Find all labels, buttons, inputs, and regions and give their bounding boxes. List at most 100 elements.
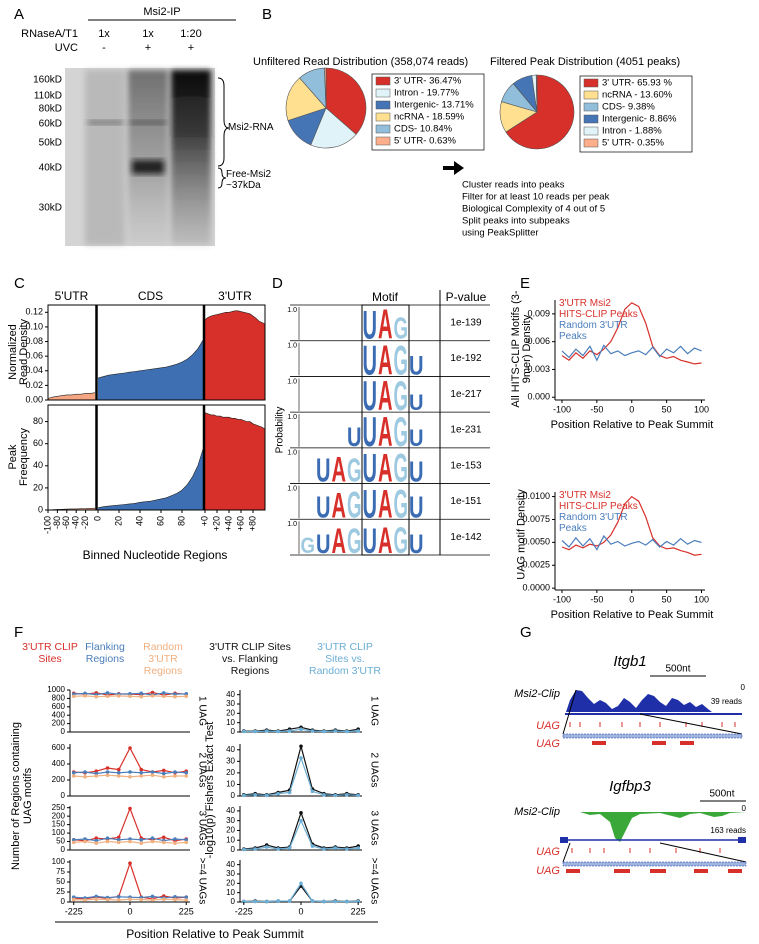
- x-tick-label: -225: [65, 906, 83, 916]
- track-max: 39 reads: [711, 697, 742, 706]
- series-point: [128, 897, 132, 901]
- y-tick-label: 20: [226, 708, 235, 717]
- chart-title: Filtered Peak Distribution (4051 peaks): [490, 56, 680, 68]
- y-tick-label: 0.006: [527, 336, 550, 346]
- series-point: [310, 729, 315, 733]
- lane-label: 1x: [142, 28, 154, 40]
- x-tick-label: -20: [80, 516, 90, 529]
- scale-label: 500nt: [709, 789, 734, 800]
- pie-slice: [285, 77, 327, 121]
- series-point: [287, 729, 292, 733]
- x-axis-label: Position Relative to Peak Summit: [126, 927, 304, 941]
- p-value: 1e-142: [450, 532, 482, 543]
- y-axis-label: UAG motif Density: [515, 489, 528, 580]
- flow-step: Biological Complexity of 4 out of 5: [462, 204, 605, 215]
- motif-letter: G: [394, 482, 409, 526]
- panel-label: E: [520, 275, 530, 292]
- p-value: 1e-139: [450, 317, 482, 328]
- series-point: [139, 771, 144, 775]
- series-point: [150, 836, 155, 840]
- series-point: [116, 840, 121, 845]
- series-point: [105, 766, 110, 770]
- flow-step: Filter for at least 10 reads per peak: [462, 192, 610, 203]
- column-header: Motif: [372, 290, 399, 304]
- y-tick-label: 0: [61, 791, 66, 800]
- y-tick-label: 0.0050: [522, 537, 550, 547]
- y-tick-label: 0.10: [25, 321, 43, 331]
- legend-label: Intergenic- 8.86%: [602, 114, 677, 125]
- motif-letter: G: [394, 372, 409, 419]
- series-point: [105, 694, 110, 699]
- x-tick-label: 40: [134, 516, 144, 526]
- y-tick-label: 0.08: [25, 336, 43, 346]
- y-tick-label: 0.00: [25, 394, 43, 404]
- p-value: 1e-231: [450, 425, 482, 436]
- series-point: [184, 898, 189, 902]
- series-point: [83, 837, 87, 841]
- zoom-line: [639, 713, 743, 735]
- motif-label: UAG: [536, 738, 560, 750]
- y-axis-label: Probability: [275, 407, 286, 454]
- motif-letter: U: [363, 482, 378, 526]
- p-value: 1e-217: [450, 389, 482, 400]
- series-point: [71, 838, 76, 842]
- zoom-line: [562, 842, 571, 863]
- legend-swatch: [375, 100, 391, 110]
- x-tick-label: 100: [694, 594, 709, 604]
- x-tick-label: 0: [629, 404, 634, 414]
- y-tick-label: 20: [33, 482, 43, 492]
- legend-label: 3'UTR CLIP Sites vs. Random 3'UTR: [308, 641, 382, 677]
- y-tick-label: 0: [38, 504, 43, 514]
- series-point: [173, 897, 177, 902]
- x-tick-label: -100: [553, 404, 571, 414]
- legend-swatch: [583, 126, 599, 136]
- plot-frame: [47, 404, 266, 511]
- chart-title: Unfiltered Read Distribution (358,074 re…: [253, 56, 468, 68]
- x-tick-label: 0: [298, 906, 303, 916]
- series-point: [128, 861, 132, 865]
- series-point: [184, 774, 189, 778]
- series-point: [173, 770, 177, 774]
- series-line: [561, 495, 702, 556]
- series-point: [161, 775, 166, 779]
- series-point: [333, 846, 338, 850]
- legend-swatch: [583, 90, 599, 100]
- legend-label: 3'UTR CLIP Sites: [22, 641, 78, 665]
- x-tick-label: 225: [179, 906, 194, 916]
- series-point: [310, 789, 315, 794]
- legend-label: Random 3'UTR Peaks: [559, 512, 628, 534]
- series-line: [73, 806, 187, 842]
- annotation: Free-Msi2 ~37kDa: [226, 169, 272, 191]
- y-tick-label: 0: [61, 727, 66, 736]
- series-point: [322, 729, 326, 734]
- y-tick-label: 10: [226, 888, 235, 897]
- series-point: [299, 881, 303, 886]
- motif-letter: U: [409, 350, 424, 380]
- flow-step: using PeakSplitter: [462, 228, 539, 239]
- motif-letter: A: [378, 301, 393, 348]
- y-tick-label: 100: [52, 828, 66, 837]
- series-point: [83, 694, 87, 698]
- x-tick-label: +60: [235, 516, 245, 531]
- series-point: [116, 774, 121, 778]
- series-point: [116, 835, 121, 840]
- y-tick-label: 10: [226, 718, 235, 727]
- series-point: [287, 790, 292, 795]
- x-tick-label: +40: [223, 516, 233, 531]
- series-point: [116, 838, 121, 842]
- legend-swatch: [583, 102, 599, 112]
- row-label: 3 UAGs: [368, 810, 379, 845]
- series-line: [561, 344, 702, 362]
- series-point: [264, 845, 269, 849]
- series-point: [94, 838, 99, 843]
- row-label: RNaseA/T1: [21, 28, 78, 40]
- band: [130, 120, 166, 125]
- legend-swatch: [375, 76, 391, 86]
- series-point: [276, 791, 280, 796]
- row-label: >=4 UAGs: [196, 858, 207, 905]
- motif-letter: G: [347, 452, 362, 489]
- y-tick-label: 60: [33, 438, 43, 448]
- y-axis-label: Peak Freequency: [7, 427, 30, 486]
- series-point: [253, 899, 258, 904]
- series-point: [264, 793, 269, 798]
